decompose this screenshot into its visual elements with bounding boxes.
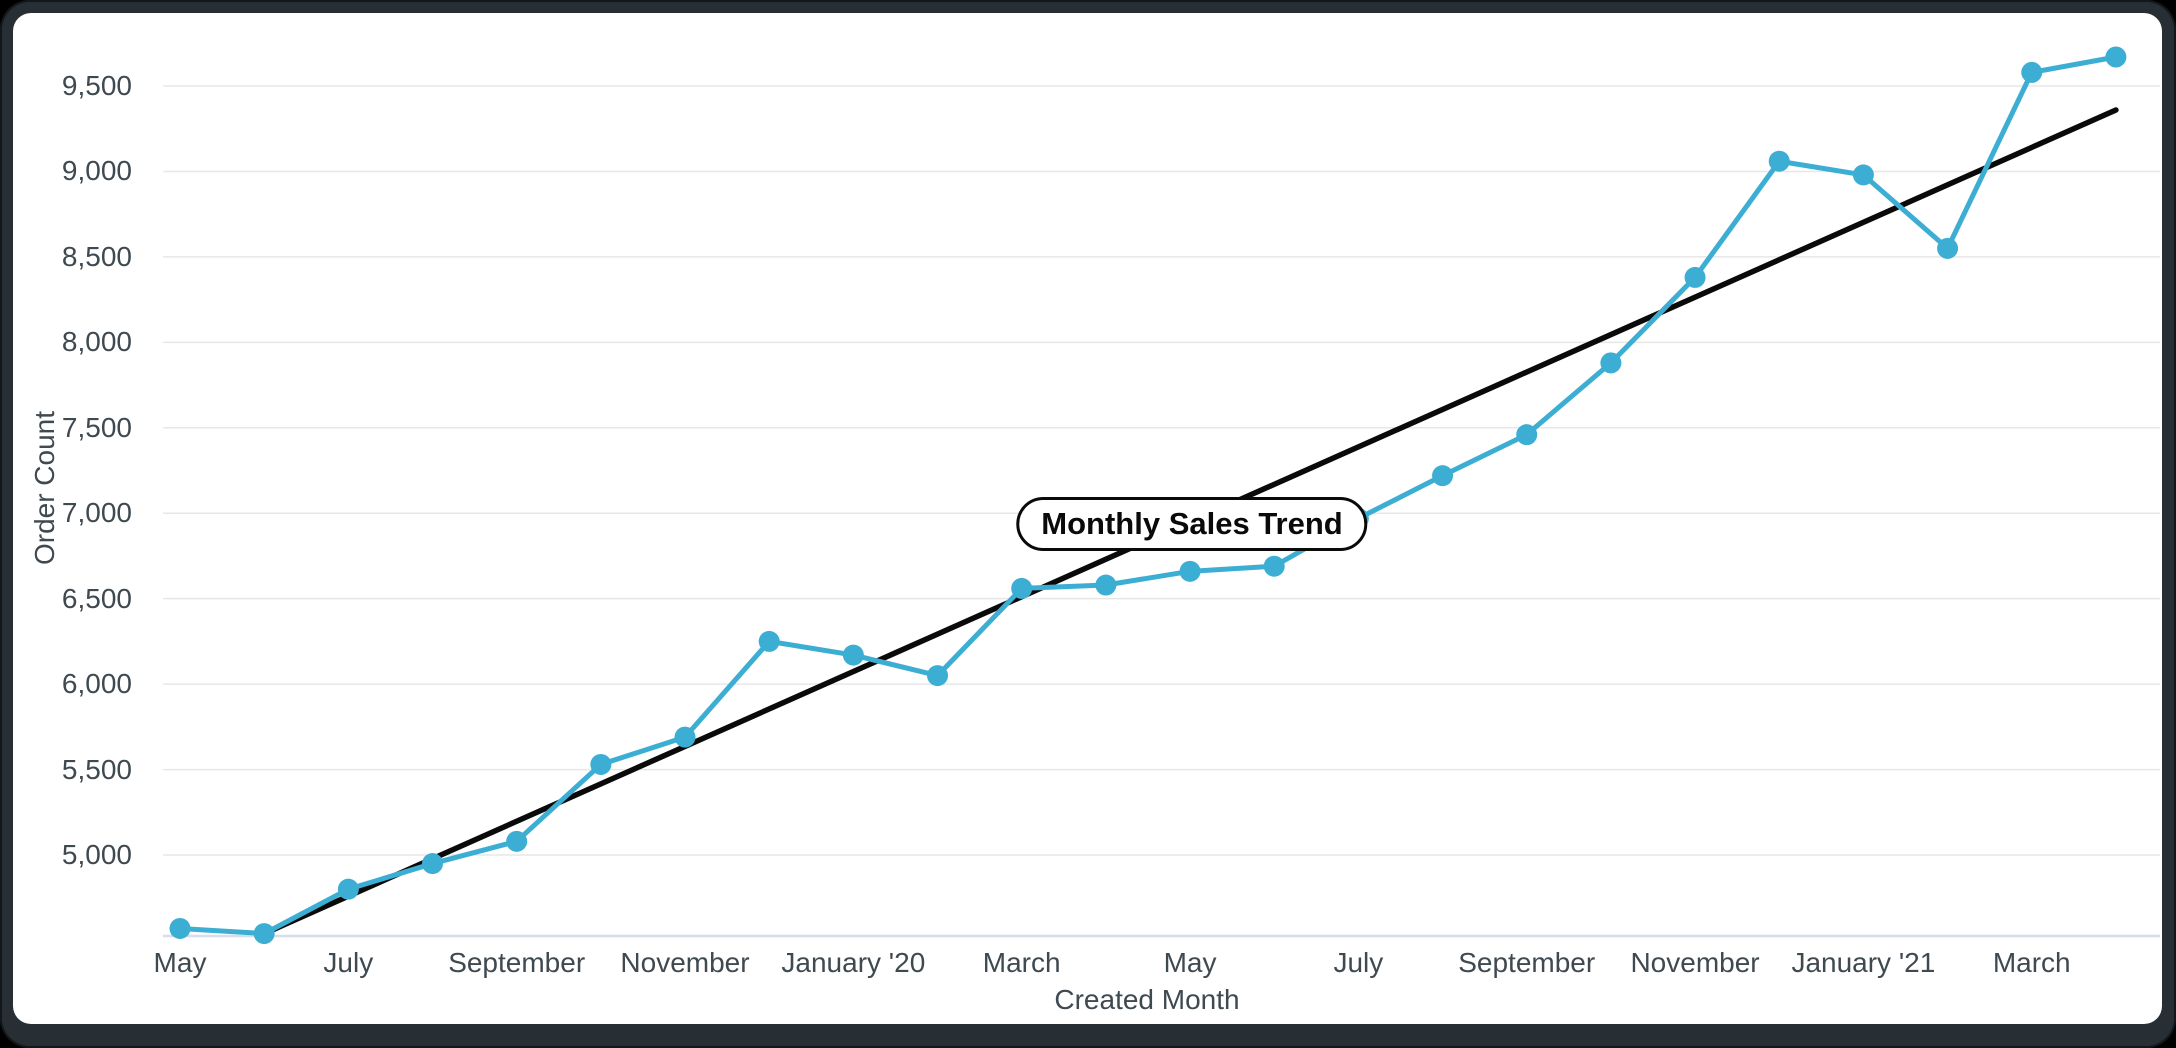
series-point[interactable] bbox=[590, 753, 612, 775]
series-point[interactable] bbox=[2021, 61, 2043, 83]
series-point[interactable] bbox=[927, 665, 949, 687]
series-point[interactable] bbox=[1011, 577, 1033, 599]
series-point[interactable] bbox=[506, 830, 528, 852]
series-point[interactable] bbox=[1600, 352, 1622, 374]
series-point[interactable] bbox=[1937, 237, 1959, 259]
series-point[interactable] bbox=[1768, 150, 1790, 172]
series-point[interactable] bbox=[337, 878, 359, 900]
series-point[interactable] bbox=[1516, 424, 1538, 446]
series-point[interactable] bbox=[2105, 46, 2127, 68]
series-point[interactable] bbox=[1432, 465, 1454, 487]
series-point[interactable] bbox=[1095, 574, 1117, 596]
series-point[interactable] bbox=[1852, 164, 1874, 186]
series-point[interactable] bbox=[842, 644, 864, 666]
series-point[interactable] bbox=[758, 630, 780, 652]
series-line bbox=[177, 54, 2119, 937]
series-point[interactable] bbox=[1179, 560, 1201, 582]
series-point[interactable] bbox=[1263, 555, 1285, 577]
chart-title-pill: Monthly Sales Trend bbox=[1016, 497, 1368, 551]
series-point[interactable] bbox=[253, 923, 275, 945]
series-point[interactable] bbox=[674, 726, 696, 748]
series-point[interactable] bbox=[422, 853, 444, 875]
series-point[interactable] bbox=[1684, 266, 1706, 288]
series-point[interactable] bbox=[169, 917, 191, 939]
